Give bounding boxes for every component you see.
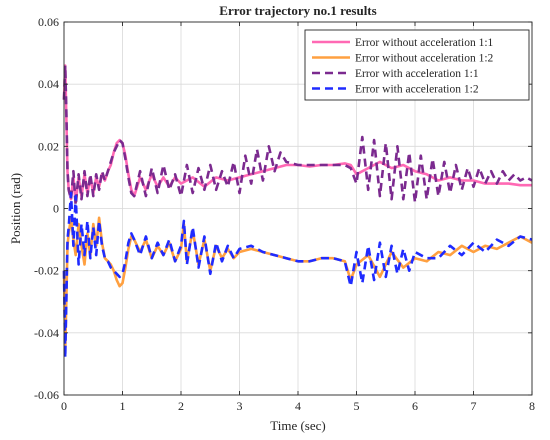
legend-label: Error with acceleration 1:1 [355,68,479,80]
x-tick-label: 4 [295,399,301,413]
x-tick-label: 5 [354,399,360,413]
legend: Error without acceleration 1:1 Error with… [304,29,530,101]
x-tick-label: 6 [412,399,418,413]
y-tick-label: 0.06 [38,15,59,29]
legend-label: Error with acceleration 1:2 [355,84,479,96]
y-tick-label: -0.04 [34,326,59,340]
x-tick-label: 3 [237,399,243,413]
y-axis-label: Position (rad) [8,173,23,244]
axis-ticks: 0 1 2 3 4 5 6 7 8 -0.06 -0.04 -0.02 0 0.02 0.04 0.06 [34,15,535,413]
y-tick-label: 0.04 [38,77,59,91]
y-tick-label: -0.06 [34,388,59,402]
x-tick-label: 0 [61,399,67,413]
y-tick-label: 0 [53,202,59,216]
y-tick-label: -0.02 [34,264,59,278]
plot-series [62,64,533,359]
series-line-3 [62,64,533,207]
x-axis-label: Time (sec) [270,418,326,433]
x-tick-label: 2 [178,399,184,413]
series-line-4 [62,191,533,359]
x-tick-label: 8 [529,399,535,413]
x-tick-label: 1 [120,399,126,413]
legend-label: Error without acceleration 1:2 [355,53,494,65]
x-tick-label: 7 [471,399,477,413]
chart-title: Error trajectory no.1 results [219,3,376,18]
legend-label: Error without acceleration 1:1 [355,37,494,49]
y-tick-label: 0.02 [38,139,59,153]
